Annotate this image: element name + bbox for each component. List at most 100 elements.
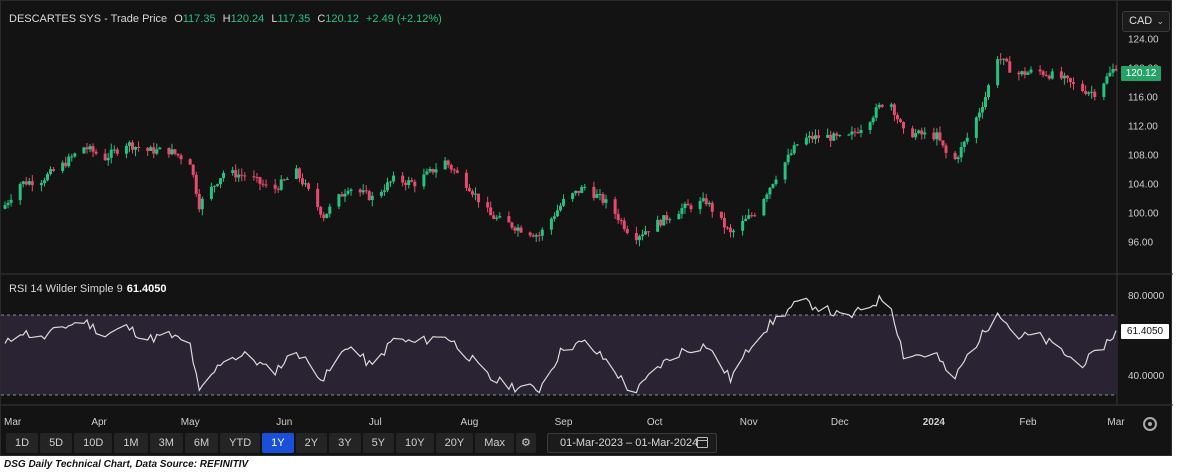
candle-body <box>404 182 408 185</box>
candle-body <box>489 207 493 216</box>
candle-body <box>592 186 596 198</box>
candle-body <box>188 159 192 165</box>
x-axis-label: Aug <box>461 417 479 428</box>
candle-body <box>571 193 575 199</box>
candle-body <box>707 202 711 205</box>
candle-body <box>155 149 159 154</box>
candle-body <box>45 173 49 181</box>
candle-body <box>719 211 723 218</box>
range-button-5y[interactable]: 5Y <box>362 433 395 453</box>
candle-body <box>619 220 623 222</box>
candle-body <box>914 133 918 138</box>
gear-icon[interactable]: ⚙ <box>515 433 536 453</box>
low-value: 117.35 <box>277 13 311 25</box>
candle-body <box>297 168 301 179</box>
candle-body <box>877 104 881 108</box>
candle-body <box>422 174 426 187</box>
range-button-1y[interactable]: 1Y <box>262 433 294 453</box>
candle-body <box>677 213 681 220</box>
candle-body <box>21 181 25 185</box>
candle-body <box>152 147 156 154</box>
candle-body <box>285 178 289 180</box>
range-button-3m[interactable]: 3M <box>149 433 183 453</box>
candle-body <box>980 106 984 113</box>
candle-body <box>874 107 878 118</box>
candle-body <box>103 153 107 161</box>
chart-canvas[interactable]: 124.00120.00116.00112.00108.00104.00100.… <box>1 1 1173 457</box>
candle-body <box>552 216 556 219</box>
candle-body <box>941 140 945 146</box>
candle-body <box>516 227 520 231</box>
candle-body <box>829 134 833 141</box>
date-range-field[interactable]: 01-Mar-2023 – 01-Mar-2024 <box>547 433 717 453</box>
range-button-1m[interactable]: 1M <box>114 433 148 453</box>
candle-body <box>170 149 174 155</box>
range-button-2y[interactable]: 2Y <box>295 433 328 453</box>
last-price-badge: 120.12 <box>1121 66 1161 81</box>
calendar-icon[interactable] <box>697 437 708 448</box>
range-button-max[interactable]: Max <box>475 433 514 453</box>
candle-body <box>962 141 966 147</box>
candle-body <box>370 195 374 200</box>
candle-body <box>212 185 216 187</box>
candle-body <box>792 145 796 154</box>
candle-body <box>813 135 817 140</box>
candle-body <box>1050 71 1054 79</box>
candle-body <box>431 168 435 173</box>
candle-body <box>744 218 748 221</box>
candle-body <box>549 218 553 230</box>
candle-body <box>722 217 726 228</box>
candle-body <box>856 132 860 134</box>
candle-body <box>385 182 389 191</box>
candle-body <box>167 147 171 155</box>
candle-body <box>531 235 535 237</box>
settings-icon[interactable] <box>1143 417 1157 431</box>
candle-body <box>871 117 875 123</box>
candle-body <box>983 97 987 107</box>
candle-body <box>340 194 344 197</box>
range-button-5d[interactable]: 5D <box>40 433 73 453</box>
range-button-6m[interactable]: 6M <box>184 433 219 453</box>
candle-body <box>1081 83 1085 92</box>
candle-body <box>215 184 219 186</box>
currency-value: CAD <box>1129 15 1153 27</box>
range-button-3y[interactable]: 3Y <box>329 433 361 453</box>
candle-body <box>701 198 705 201</box>
range-toolbar: 1D 5D 10D 1M 3M 6M YTD 1Y 2Y 3Y 5Y 10Y 20Y Max ⚙ <box>6 433 536 453</box>
candle-body <box>987 85 991 98</box>
candle-body <box>389 181 393 183</box>
candle-body <box>325 213 329 219</box>
x-axis-label: Jul <box>369 417 382 428</box>
candle-body <box>622 220 626 229</box>
candle-body <box>728 227 732 233</box>
candle-body <box>425 171 429 175</box>
range-button-1d[interactable]: 1D <box>6 433 39 453</box>
candle-body <box>307 183 311 189</box>
candle-body <box>455 170 459 173</box>
candle-body <box>786 154 790 163</box>
candle-body <box>443 160 447 170</box>
candle-body <box>889 104 893 107</box>
candle-body <box>49 169 53 174</box>
candle-body <box>1102 83 1106 97</box>
candle-body <box>495 217 499 219</box>
candle-body <box>106 157 110 161</box>
candle-body <box>1023 71 1027 75</box>
price-tick-label: 112.00 <box>1128 121 1158 132</box>
candle-body <box>923 132 927 135</box>
range-button-10y[interactable]: 10Y <box>396 433 434 453</box>
candle-body <box>24 181 28 185</box>
candle-body <box>282 179 286 181</box>
range-button-10d[interactable]: 10D <box>74 433 113 453</box>
currency-select[interactable]: CAD ⌄ <box>1122 11 1170 32</box>
candle-body <box>328 206 332 214</box>
candle-body <box>474 193 478 195</box>
candle-body <box>464 172 468 189</box>
candle-body <box>534 235 538 237</box>
range-button-20y[interactable]: 20Y <box>435 433 474 453</box>
candle-body <box>367 191 371 200</box>
candle-body <box>1041 71 1045 75</box>
range-button-ytd[interactable]: YTD <box>220 433 261 453</box>
candle-body <box>868 122 872 130</box>
candle-body <box>974 117 978 138</box>
